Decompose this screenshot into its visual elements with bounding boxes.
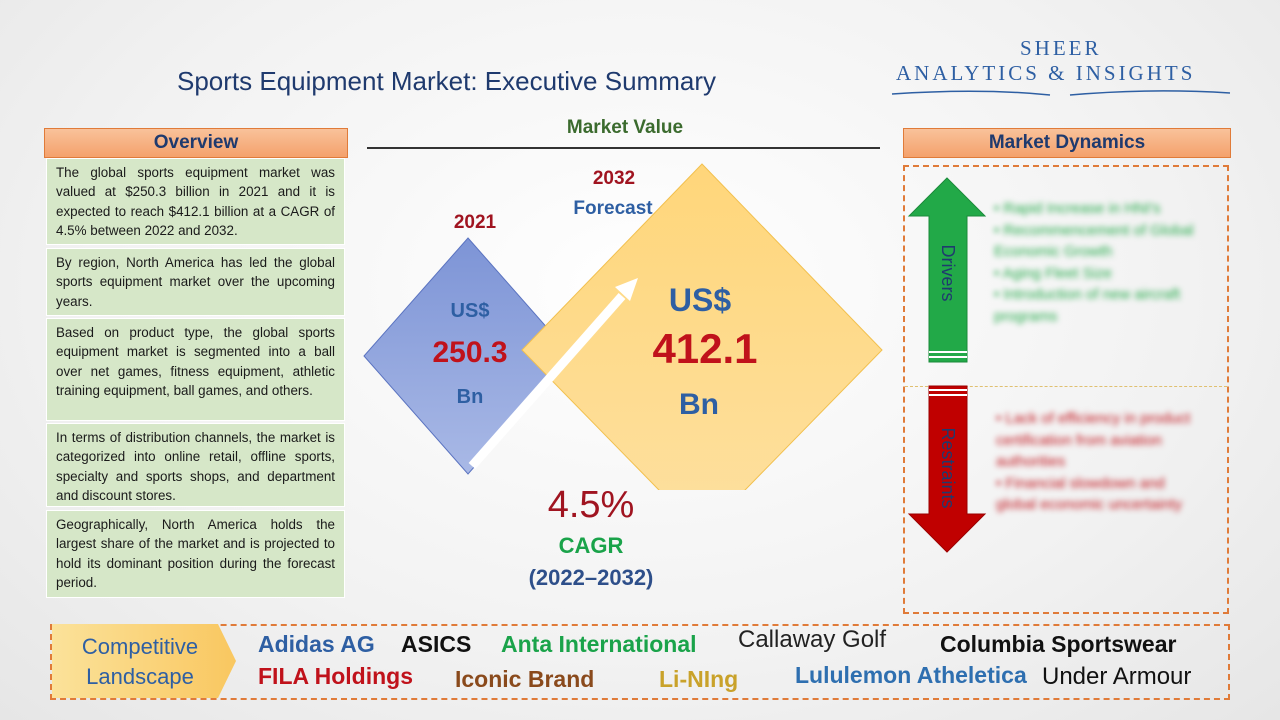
drivers-list: • Rapid Increase in HNI's • Recommenceme…: [994, 198, 1214, 327]
forecast-diamond: [521, 163, 883, 490]
dynamics-divider: [905, 386, 1227, 387]
forecast-label: Forecast: [573, 198, 653, 219]
restraint-item: • Lack of efficiency in product certific…: [996, 410, 1191, 470]
brand-asics: ASICS: [401, 631, 472, 657]
cagr-period: (2022–2032): [528, 565, 654, 590]
page-title: Sports Equipment Market: Executive Summa…: [177, 66, 716, 96]
overview-paragraph-4: In terms of distribution channels, the m…: [46, 423, 345, 507]
competitive-label-line1: Competitive: [81, 634, 199, 659]
base-year: 2021: [453, 212, 497, 233]
logo-line1: SHEER: [1020, 36, 1102, 60]
growth-arrow-shaft: [468, 293, 626, 469]
overview-heading: Overview: [44, 128, 348, 158]
competitive-label-arrow: [52, 624, 236, 698]
market-dynamics-frame: [903, 165, 1229, 614]
brand-lining: Li-NIng: [659, 666, 739, 692]
cagr-label: CAGR: [558, 533, 624, 558]
brand-anta: Anta International: [501, 631, 697, 657]
dynamics-arrows: [907, 177, 987, 553]
driver-item: • Rapid Increase in HNI's: [994, 200, 1161, 217]
driver-item: • Introduction of new aircraft programs: [994, 286, 1181, 325]
drivers-arrow-icon: [907, 177, 987, 363]
forecast-value: 412.1: [652, 325, 758, 372]
logo-swoosh: [891, 90, 1231, 96]
driver-item: • Aging Fleet Size: [994, 264, 1112, 282]
logo-line2: ANALYTICS & INSIGHTS: [896, 61, 1196, 85]
overview-paragraph-3: Based on product type, the global sports…: [46, 318, 345, 421]
forecast-currency: US$: [668, 282, 732, 318]
drivers-label: Drivers: [938, 244, 958, 302]
brand-iconic: Iconic Brand: [455, 666, 595, 692]
base-currency: US$: [450, 300, 490, 322]
market-value-divider: [367, 147, 880, 149]
market-dynamics-heading: Market Dynamics: [903, 128, 1231, 158]
brand-columbia: Columbia Sportswear: [940, 631, 1177, 657]
competitive-band: [50, 624, 1230, 700]
restraints-list: • Lack of efficiency in product certific…: [996, 408, 1208, 516]
overview-paragraph-5: Geographically, North America holds the …: [46, 510, 345, 598]
cagr-value: 4.5%: [547, 484, 635, 526]
competitive-label-line2: Landscape: [86, 664, 194, 689]
restraint-item: • Financial slowdown and global economic…: [996, 474, 1182, 514]
brand-callaway: Callaway Golf: [738, 626, 887, 653]
growth-arrow-head: [615, 278, 638, 301]
brand-fila: FILA Holdings: [258, 663, 414, 689]
restraints-label: Restraints: [938, 427, 958, 509]
overview-paragraph-2: By region, North America has led the glo…: [46, 248, 345, 316]
base-unit: Bn: [456, 386, 484, 408]
brand-under-armour: Under Armour: [1042, 663, 1192, 690]
market-value-heading: Market Value: [566, 117, 684, 138]
base-value: 250.3: [432, 336, 508, 369]
restraints-arrow-icon: [907, 385, 987, 553]
brand-lululemon: Lululemon Atheletica: [795, 662, 1027, 688]
forecast-unit: Bn: [679, 388, 719, 421]
driver-item: • Recommencement of Global Economic Grow…: [994, 221, 1194, 261]
market-value-graphic: [363, 163, 883, 490]
brand-adidas: Adidas AG: [258, 631, 375, 657]
overview-paragraph-1: The global sports equipment market was v…: [46, 158, 345, 245]
forecast-year: 2032: [592, 168, 636, 189]
